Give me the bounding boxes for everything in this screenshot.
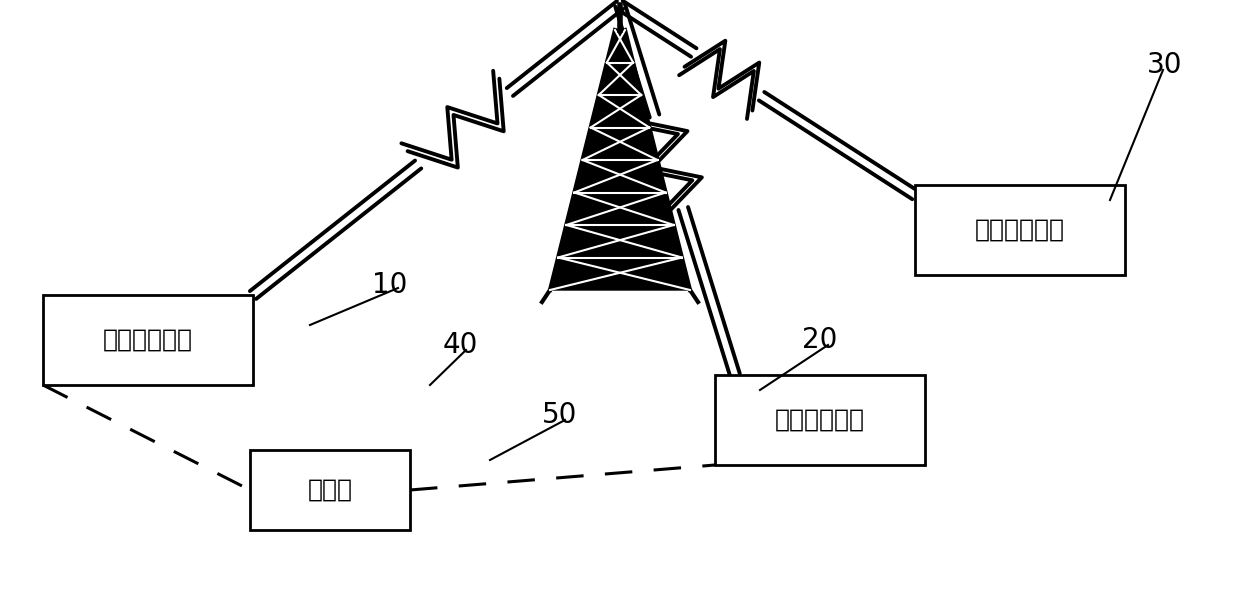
Bar	[915, 185, 1125, 275]
Bar	[250, 450, 410, 530]
Text: 40: 40	[443, 331, 477, 359]
Text: 第二终端设备: 第二终端设备	[775, 408, 866, 432]
Polygon shape	[551, 30, 689, 290]
Text: 10: 10	[372, 271, 408, 299]
Text: 30: 30	[1147, 51, 1183, 79]
Text: 干扰源: 干扰源	[308, 478, 352, 502]
Text: 50: 50	[542, 401, 578, 429]
Text: 第三终端设备: 第三终端设备	[975, 218, 1065, 242]
Bar	[43, 295, 253, 385]
Text: 20: 20	[802, 326, 838, 354]
Text: 第一终端设备: 第一终端设备	[103, 328, 193, 352]
Bar	[715, 375, 925, 465]
